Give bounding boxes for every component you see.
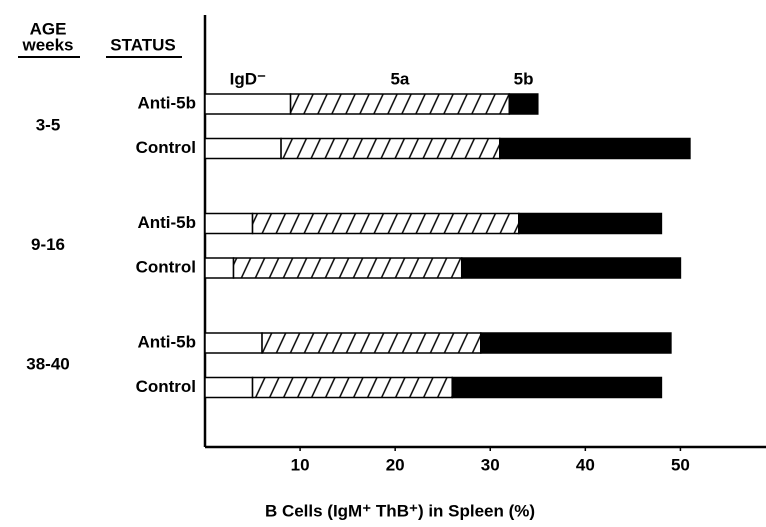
bar-segment bbox=[251, 376, 453, 399]
bar-segment bbox=[251, 212, 520, 235]
bar-segment bbox=[204, 332, 263, 354]
bar-segment bbox=[280, 137, 501, 160]
bar-segment bbox=[518, 212, 663, 235]
x-axis-label: B Cells (IgM⁺ ThB⁺) in Spleen (%) bbox=[265, 501, 535, 520]
group-header: weeks bbox=[21, 35, 73, 54]
category-label: Control bbox=[136, 257, 196, 276]
category-header: STATUS bbox=[110, 35, 175, 54]
bar-segment bbox=[479, 332, 672, 354]
bar-segment bbox=[232, 257, 463, 279]
bar-segment bbox=[204, 137, 282, 160]
category-label: Anti-5b bbox=[137, 332, 196, 351]
x-tick-label: 20 bbox=[386, 455, 405, 474]
legend-label: IgD⁻ bbox=[230, 69, 266, 88]
bar-segment bbox=[204, 212, 254, 235]
x-tick-label: 30 bbox=[481, 455, 500, 474]
bar-segment bbox=[204, 376, 254, 399]
group-header: AGE bbox=[30, 19, 67, 38]
bar-segment bbox=[451, 376, 663, 399]
bar-segment bbox=[460, 257, 682, 279]
group-label: 9-16 bbox=[31, 235, 65, 254]
category-label: Anti-5b bbox=[137, 213, 196, 232]
bar-segment bbox=[204, 93, 292, 115]
bar-segment bbox=[508, 93, 539, 115]
category-label: Control bbox=[136, 377, 196, 396]
group-label: 3-5 bbox=[36, 116, 61, 135]
bar-segment bbox=[499, 137, 691, 160]
x-tick-label: 50 bbox=[671, 455, 690, 474]
x-tick-label: 40 bbox=[576, 455, 595, 474]
bar-segment bbox=[204, 257, 235, 279]
legend-label: 5b bbox=[514, 69, 534, 88]
category-label: Control bbox=[136, 138, 196, 157]
bar-segment bbox=[289, 93, 511, 115]
category-label: Anti-5b bbox=[137, 93, 196, 112]
legend-label: 5a bbox=[390, 69, 409, 88]
x-tick-label: 10 bbox=[291, 455, 310, 474]
bar-segment bbox=[261, 332, 482, 354]
group-label: 38-40 bbox=[26, 355, 69, 374]
